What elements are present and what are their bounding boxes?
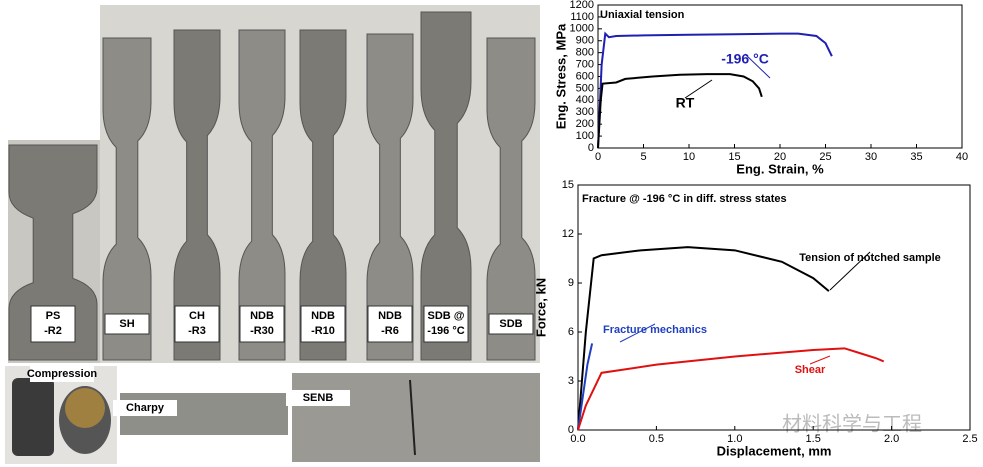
- cylinder-face: [65, 388, 105, 428]
- specimen: [486, 37, 536, 361]
- y-tick-label: 9: [568, 277, 574, 289]
- cylinder: [12, 378, 54, 456]
- y-tick-label: 3: [568, 375, 574, 387]
- x-tick-label: 0.0: [570, 433, 585, 445]
- specimen: [173, 29, 221, 361]
- series-label: Shear: [795, 364, 826, 376]
- specimen-label-box: [239, 305, 285, 343]
- y-tick-label: 0: [568, 424, 574, 436]
- x-tick-label: 0: [595, 151, 601, 163]
- specimen-label: NDB: [311, 310, 335, 322]
- y-tick-label: 200: [576, 118, 594, 130]
- specimen-label: SDB: [499, 318, 522, 330]
- label-arrow: [684, 79, 713, 99]
- y-tick-label: 6: [568, 326, 574, 338]
- watermark: 材料科学与工程: [782, 412, 922, 435]
- label-arrow: [744, 53, 771, 79]
- x-tick-label: 10: [683, 151, 695, 163]
- crack: [409, 379, 416, 456]
- specimen-label: -R6: [381, 325, 399, 337]
- photo-senb: [292, 373, 540, 462]
- specimen: [102, 37, 152, 361]
- series-label: RT: [676, 95, 695, 111]
- label-arrow: [809, 355, 831, 365]
- y-tick-label: 15: [562, 179, 574, 191]
- specimen-label: NDB: [250, 310, 274, 322]
- y-tick-label: 400: [576, 94, 594, 106]
- x-tick-label: 5: [640, 151, 646, 163]
- x-tick-label: 25: [819, 151, 831, 163]
- x-tick-label: 1.0: [727, 433, 742, 445]
- series-line: [597, 73, 763, 149]
- y-tick-label: 600: [576, 70, 594, 82]
- label-arrow: [829, 251, 871, 291]
- specimen-label: SDB @: [427, 310, 464, 322]
- y-tick-label: 900: [576, 35, 594, 47]
- specimen-label: -R10: [311, 325, 335, 337]
- x-tick-label: 35: [910, 151, 922, 163]
- specimen-label: -196 °C: [427, 325, 464, 337]
- x-tick-label: 2.5: [962, 433, 977, 445]
- y-tick-label: 1200: [570, 0, 594, 11]
- specimen-label-box: [104, 313, 150, 335]
- y-tick-label: 1000: [570, 23, 594, 35]
- specimen-label: -R3: [188, 325, 206, 337]
- chart-title: Uniaxial tension: [600, 9, 685, 21]
- specimen: [238, 29, 286, 361]
- specimen: [299, 29, 347, 361]
- inset-label-box: [113, 400, 177, 416]
- inset-label: Charpy: [126, 402, 165, 414]
- series-line: [577, 343, 594, 431]
- x-tick-label: 2.0: [884, 433, 899, 445]
- series-label: Fracture mechanics: [603, 324, 707, 336]
- inset-label: Compression: [27, 368, 98, 380]
- x-tick-label: 20: [774, 151, 786, 163]
- x-tick-label: 0.5: [649, 433, 664, 445]
- series-label: Tension of notched sample: [799, 252, 941, 264]
- x-tick-label: 1.5: [806, 433, 821, 445]
- inset-label-box: [286, 390, 350, 406]
- specimen-label-box: [488, 313, 534, 335]
- specimen-label: PS: [46, 310, 61, 322]
- y-tick-label: 100: [576, 130, 594, 142]
- specimen-label-box: [174, 305, 220, 343]
- specimen-label: CH: [189, 310, 205, 322]
- specimen-label-box: [30, 305, 76, 343]
- y-tick-label: 12: [562, 228, 574, 240]
- y-tick-label: 800: [576, 47, 594, 59]
- specimen-label: SH: [119, 318, 134, 330]
- y-tick-label: 500: [576, 82, 594, 94]
- inset-label-box: [30, 366, 94, 382]
- specimen-label: -R30: [250, 325, 274, 337]
- series-line: [577, 347, 885, 431]
- inset-label: SENB: [303, 392, 334, 404]
- y-axis-label: Force, kN: [533, 278, 548, 337]
- specimen-label-box: [423, 305, 469, 343]
- plot-frame: [577, 184, 971, 431]
- specimen: [420, 11, 472, 361]
- x-axis-label: Displacement, mm: [717, 443, 832, 458]
- y-tick-label: 0: [588, 142, 594, 154]
- series-line: [597, 31, 833, 149]
- label-arrow: [619, 323, 656, 343]
- specimen: [366, 33, 414, 361]
- y-tick-label: 300: [576, 106, 594, 118]
- x-tick-label: 40: [956, 151, 968, 163]
- specimen-label-box: [300, 305, 346, 343]
- series-line: [577, 246, 830, 431]
- y-tick-label: 1100: [570, 11, 594, 23]
- x-tick-label: 30: [865, 151, 877, 163]
- x-axis-label: Eng. Strain, %: [736, 161, 824, 176]
- specimen-label: NDB: [378, 310, 402, 322]
- specimen-label-box: [367, 305, 413, 343]
- chart-title: Fracture @ -196 °C in diff. stress state…: [582, 193, 787, 205]
- x-tick-label: 15: [728, 151, 740, 163]
- series-label: -196 °C: [721, 51, 769, 67]
- y-axis-label: Eng. Stress, MPa: [553, 23, 568, 129]
- specimen-label: -R2: [44, 325, 62, 337]
- y-tick-label: 700: [576, 58, 594, 70]
